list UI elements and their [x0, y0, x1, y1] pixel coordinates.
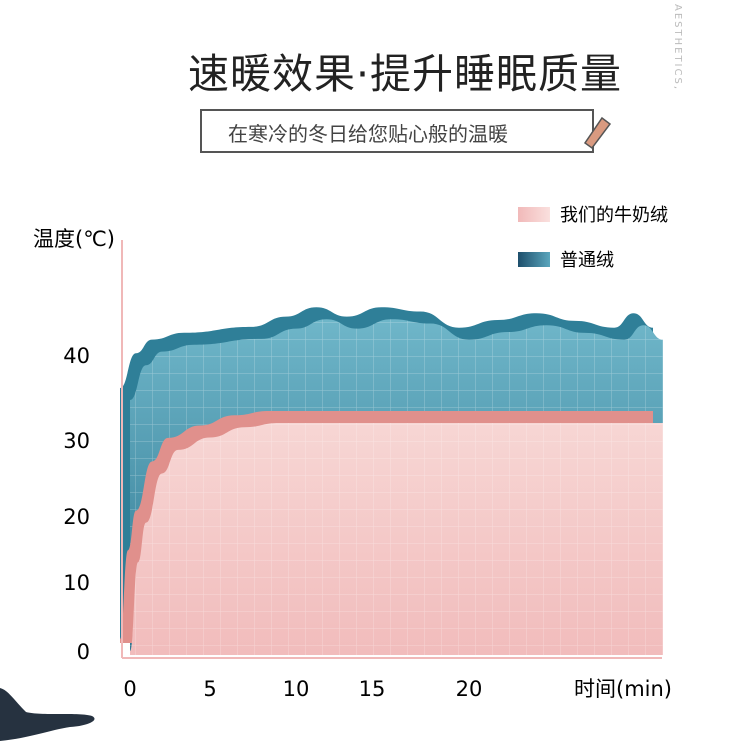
- x-tick-label: 0: [123, 677, 136, 701]
- y-tick-label: 20: [63, 505, 90, 529]
- page-title: 速暖效果·提升睡眠质量: [187, 50, 623, 98]
- subtitle: 在寒冷的冬日给您贴心般的温暖: [228, 122, 508, 146]
- legend-swatch-normal: [518, 252, 550, 267]
- y-tick-label: 10: [63, 571, 90, 595]
- series-grid: [130, 423, 663, 655]
- pencil-icon: [583, 116, 612, 150]
- legend-swatch-milk: [518, 207, 550, 222]
- x-axis-label: 时间(min): [574, 677, 672, 701]
- y-axis-label: 温度(℃): [33, 227, 115, 251]
- watermark-text: AESTHETICS,: [672, 4, 683, 92]
- legend-label-milk: 我们的牛奶绒: [560, 205, 668, 226]
- x-tick-label: 20: [456, 677, 483, 701]
- hand-silhouette: [0, 688, 95, 741]
- x-tick-label: 5: [203, 677, 216, 701]
- x-tick-label: 10: [283, 677, 310, 701]
- series-milk: [120, 411, 663, 655]
- y-tick-label: 30: [63, 429, 90, 453]
- y-tick-label: 40: [63, 344, 90, 368]
- x-tick-label: 15: [359, 677, 386, 701]
- y-tick-label: 0: [77, 640, 90, 664]
- legend-label-normal: 普通绒: [560, 250, 614, 271]
